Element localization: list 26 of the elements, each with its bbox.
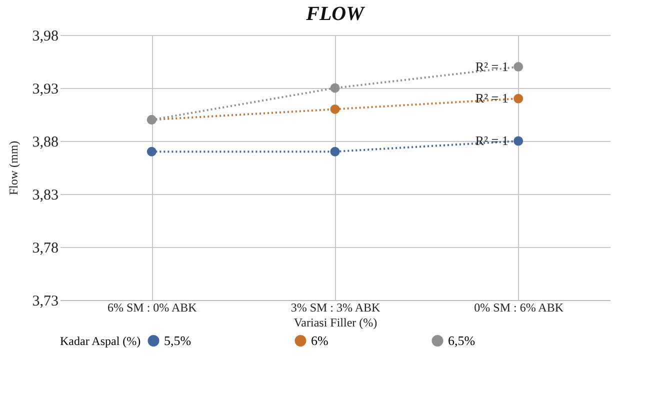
y-tick-label: 3,88 [32,134,58,150]
point [330,83,340,93]
y-tick-label: 3,93 [32,82,58,98]
y-tick-label: 3,98 [32,28,58,44]
point [514,136,524,146]
legend-title: Kadar Aspal (%) [60,334,141,348]
chart-title: FLOW [305,3,366,25]
point [514,94,524,104]
legend-label: 6,5% [448,332,476,348]
y-tick-label: 3,73 [32,294,58,310]
y-tick-label: 3,83 [32,188,58,204]
point [146,146,156,156]
annotation: R² = 1 [475,90,508,106]
point [514,62,524,72]
x-axis-title: Variasi Filler (%) [294,316,378,330]
annotation: R² = 1 [475,58,508,74]
annotation: R² = 1 [475,133,508,148]
y-axis-title: Flow (mm) [6,140,20,196]
legend-label: 6% [311,332,328,348]
point [330,146,340,156]
y-tick-label: 3,78 [32,240,58,256]
x-tick-label: 0% SM : 6% ABK [474,300,564,314]
x-tick-label: 6% SM : 0% ABK [107,300,198,314]
legend-label: 5,5% [164,332,192,348]
point [330,104,340,114]
x-tick-label: 3% SM : 3% ABK [290,300,381,314]
